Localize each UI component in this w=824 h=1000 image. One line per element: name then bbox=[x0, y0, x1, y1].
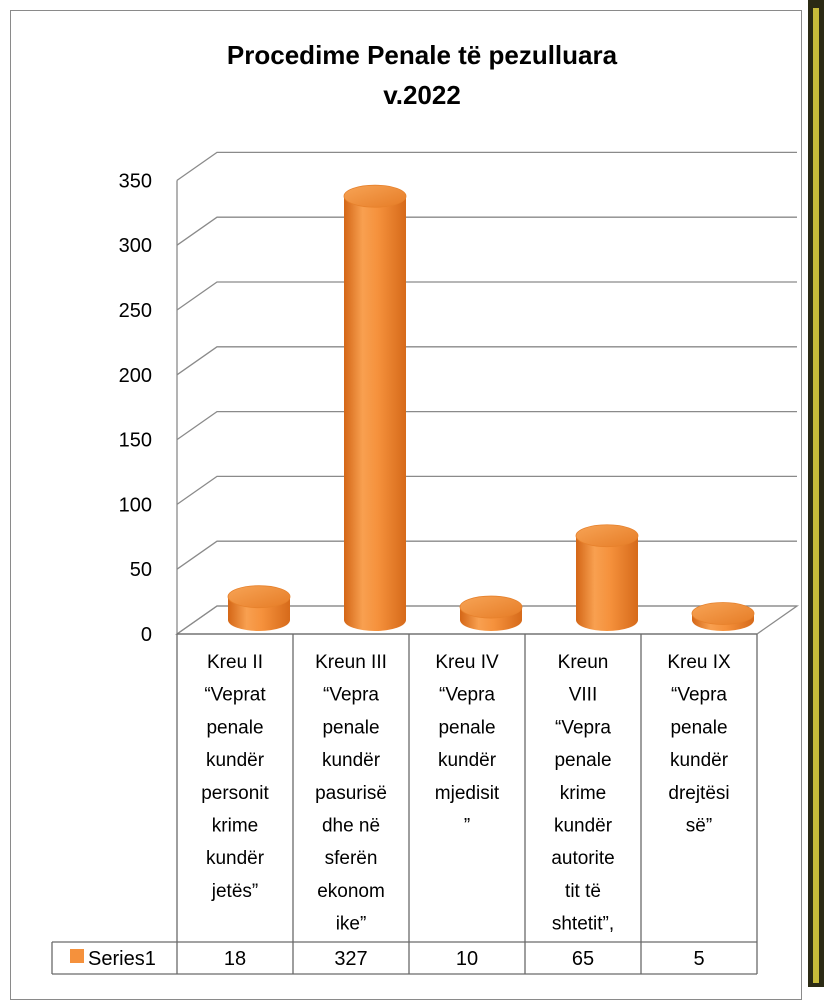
category-label: Kreun bbox=[558, 652, 609, 673]
category-label: dhe në bbox=[322, 816, 380, 837]
bar-top bbox=[343, 184, 407, 208]
y-tick-label: 250 bbox=[119, 300, 152, 322]
category-label: personit bbox=[201, 783, 269, 804]
bar-top bbox=[691, 602, 755, 625]
category-label: ” bbox=[464, 816, 470, 837]
category-label: mjedisit bbox=[435, 783, 500, 804]
category-label: Kreu IX bbox=[667, 652, 731, 673]
category-label: Kreun III bbox=[315, 652, 387, 673]
category-label: penale bbox=[438, 717, 495, 738]
category-label: tit të bbox=[565, 881, 601, 902]
gridline bbox=[176, 216, 797, 246]
category-label: “Vepra bbox=[439, 685, 495, 706]
gridline bbox=[176, 151, 797, 181]
bar bbox=[691, 602, 755, 631]
y-tick-label: 50 bbox=[130, 559, 152, 581]
category-label: drejtësi bbox=[668, 783, 729, 804]
category-label: shtetit”, bbox=[552, 914, 614, 935]
y-tick-label: 0 bbox=[141, 624, 152, 646]
category-label: “Vepra bbox=[555, 717, 611, 738]
gridline bbox=[176, 346, 797, 376]
bar bbox=[459, 595, 523, 631]
category-label: sferën bbox=[325, 848, 378, 869]
gridline bbox=[176, 540, 797, 570]
category-label: penale bbox=[670, 717, 727, 738]
category-label: “Vepra bbox=[323, 685, 379, 706]
page-edge-stripe bbox=[813, 8, 819, 983]
category-label: kundër bbox=[438, 750, 497, 771]
category-label: VIII bbox=[569, 685, 598, 706]
category-label: “Vepra bbox=[671, 685, 727, 706]
data-value-label: 5 bbox=[693, 948, 704, 970]
bar-body bbox=[344, 196, 406, 631]
y-tick-label: 200 bbox=[119, 365, 152, 387]
category-label: “Veprat bbox=[204, 685, 266, 706]
bar bbox=[575, 524, 639, 631]
series-name: Series1 bbox=[88, 948, 156, 970]
y-tick-label: 150 bbox=[119, 430, 152, 452]
category-label: penale bbox=[554, 750, 611, 771]
category-label: penale bbox=[206, 717, 263, 738]
category-label: kundër bbox=[670, 750, 729, 771]
category-label: autorite bbox=[551, 848, 614, 869]
chart-title-line-1: Procedime Penale të pezulluara bbox=[227, 40, 618, 70]
gridline bbox=[176, 475, 797, 505]
category-label: kundër bbox=[554, 816, 613, 837]
data-value-label: 10 bbox=[456, 948, 478, 970]
y-tick-label: 100 bbox=[119, 494, 152, 516]
bar bbox=[227, 585, 291, 631]
legend-key bbox=[70, 949, 84, 963]
data-value-label: 327 bbox=[334, 948, 367, 970]
category-label: pasurisë bbox=[315, 783, 387, 804]
y-tick-label: 300 bbox=[119, 235, 152, 257]
category-label: krime bbox=[212, 816, 258, 837]
bar-top bbox=[459, 595, 523, 619]
category-label: Kreu IV bbox=[435, 652, 499, 673]
gridline bbox=[176, 410, 797, 441]
category-label: jetës” bbox=[211, 881, 258, 902]
category-label: ekonom bbox=[317, 881, 385, 902]
category-label: kundër bbox=[322, 750, 381, 771]
category-label: Kreu II bbox=[207, 652, 263, 673]
gridline bbox=[176, 281, 797, 311]
y-tick-label: 350 bbox=[119, 170, 152, 192]
bar-body bbox=[576, 535, 638, 631]
bar-top bbox=[575, 524, 639, 548]
data-value-label: 65 bbox=[572, 948, 594, 970]
chart-title-line-2: v.2022 bbox=[383, 80, 461, 110]
category-label: penale bbox=[322, 717, 379, 738]
data-value-label: 18 bbox=[224, 948, 246, 970]
bar-top bbox=[227, 585, 291, 609]
category-label: kundër bbox=[206, 750, 265, 771]
category-label: ike” bbox=[336, 914, 367, 935]
category-label: së” bbox=[686, 816, 712, 837]
category-label: kundër bbox=[206, 848, 265, 869]
bar bbox=[343, 184, 407, 631]
category-label: krime bbox=[560, 783, 606, 804]
